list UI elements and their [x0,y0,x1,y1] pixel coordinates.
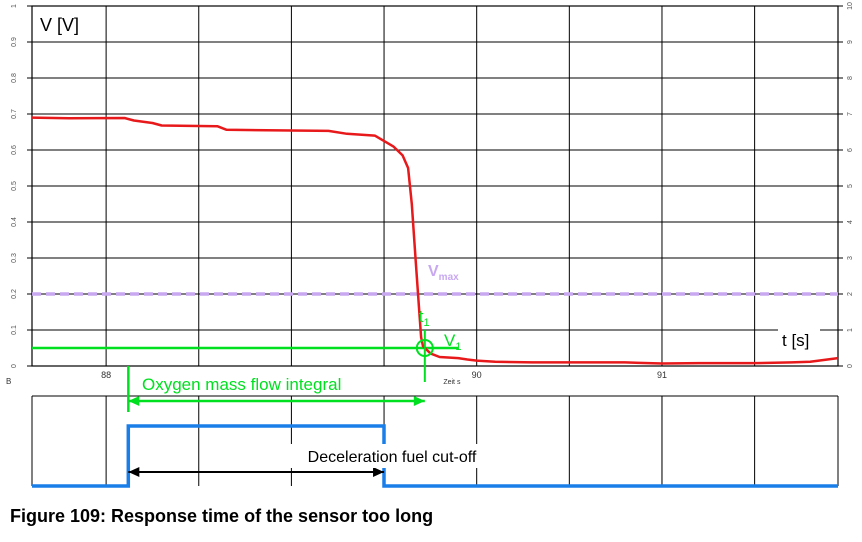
figure-caption: Figure 109: Response time of the sensor … [10,506,434,526]
y-tick-label: 0.6 [11,145,18,155]
x-axis-label: t [s] [782,331,809,350]
y2-tick-label: 1 [847,328,854,332]
y-tick-label: 0.9 [11,37,18,47]
y2-tick-label: 5 [847,184,854,188]
y2-tick-label: 6 [847,148,854,152]
y2-tick-label: 7 [847,112,854,116]
cutoff-arrow-right [373,467,385,477]
y2-tick-label: 4 [847,220,854,224]
t1-marker-circle [415,339,434,357]
x-caption: Zeit s [443,379,461,386]
fuel-cutoff-chart: Oxygen mass flow integral Deceleration fu… [31,366,839,488]
integral-label: Oxygen mass flow integral [142,375,341,394]
voltage-chart: 00.10.20.30.40.50.60.70.80.9101234567891… [6,2,854,386]
x-tick-label: 91 [657,370,667,380]
y-tick-label: 0 [11,364,18,368]
v1-label: V1 [444,331,461,353]
y-tick-label: 0.2 [11,289,18,299]
cutoff-label-bg [276,444,508,468]
y-tick-label: 0.5 [11,181,18,191]
ylabel-bg [36,12,84,36]
y2-tick-label: 2 [847,292,854,296]
y2-tick-label: 8 [847,76,854,80]
y-tick-label: 0.1 [11,325,18,335]
y-axis-label: V [V] [40,15,79,35]
y2-tick-label: 9 [847,40,854,44]
t1-label: t1 [419,307,430,329]
y2-tick-label: 3 [847,256,854,260]
y-tick-label: 0.8 [11,73,18,83]
y-tick-label: 0.3 [11,253,18,263]
integral-arrow-right [413,396,425,406]
cutoff-arrow-left [128,467,140,477]
x-tick-label: 90 [472,370,482,380]
y-tick-label: 0.4 [11,217,18,227]
y-tick-label: 0.7 [11,109,18,119]
corner-label: B [6,377,11,386]
x-tick-label: 88 [101,370,111,380]
cutoff-signal-line [32,424,838,488]
voltage-series-line [31,116,839,365]
y-tick-label: 1 [11,4,18,8]
y2-tick-label: 10 [847,2,854,10]
xlabel-bg [778,328,820,352]
integral-label-bg [138,372,368,394]
integral-arrow-left [128,396,140,406]
y2-tick-label: 0 [847,364,854,368]
cutoff-label: Deceleration fuel cut-off [308,449,477,466]
vmax-label: Vmax [428,263,459,283]
